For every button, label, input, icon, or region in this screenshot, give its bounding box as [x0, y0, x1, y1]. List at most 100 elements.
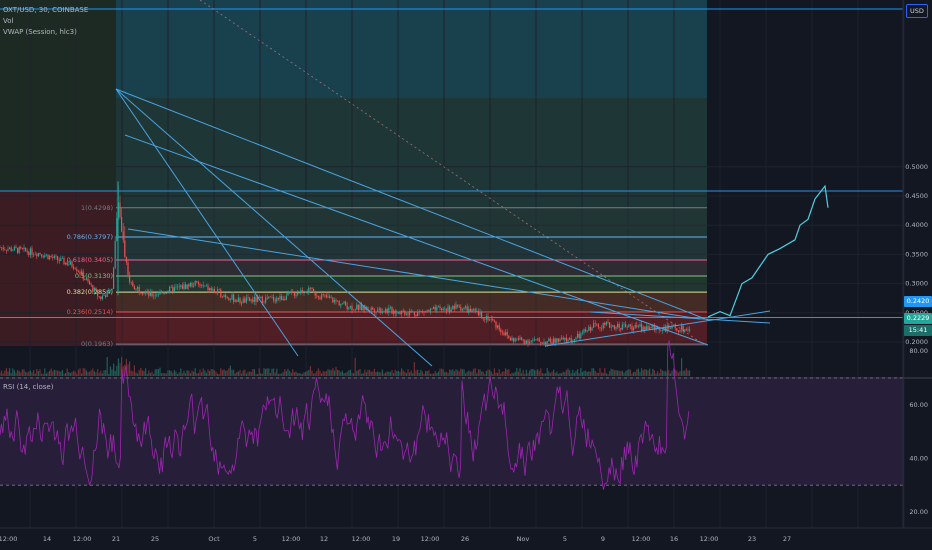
candle-body — [162, 292, 164, 294]
time-tick-label: 25 — [151, 535, 159, 543]
candle-body — [25, 247, 27, 251]
candle-body — [37, 253, 39, 257]
volume-bar — [373, 368, 375, 376]
candle-body — [68, 264, 70, 266]
candle-body — [617, 323, 619, 327]
candle-body — [233, 294, 235, 302]
volume-bar — [653, 370, 655, 376]
candle-body — [21, 248, 23, 249]
candle-body — [380, 308, 382, 313]
candle-body — [450, 309, 452, 312]
candle-body — [597, 324, 599, 328]
volume-bar — [537, 369, 539, 376]
candle-body — [433, 307, 435, 309]
volume-bar — [580, 368, 582, 376]
volume-bar — [41, 373, 43, 376]
candle-body — [681, 325, 683, 331]
candle-body — [420, 311, 422, 312]
vwap-indicator-label[interactable]: VWAP (Session, hlc3) — [3, 28, 77, 36]
volume-bar — [69, 373, 71, 376]
candle-body — [177, 286, 179, 288]
volume-bar — [386, 371, 388, 376]
volume-bar — [130, 370, 132, 376]
volume-bar — [322, 371, 324, 376]
candle-body — [541, 343, 543, 344]
currency-button[interactable]: USD — [906, 4, 928, 18]
volume-bar — [92, 368, 94, 376]
candle-body — [116, 218, 118, 241]
candle-body — [207, 285, 209, 291]
volume-bar — [0, 372, 1, 376]
time-tick-label: 19 — [392, 535, 400, 543]
candle-body — [223, 294, 225, 298]
volume-bar — [268, 368, 270, 376]
candle-body — [122, 231, 124, 241]
candle-body — [5, 249, 7, 251]
time-tick-label: 21 — [112, 535, 120, 543]
volume-bar — [20, 372, 22, 376]
volume-bar — [21, 369, 23, 376]
trendline — [115, 88, 433, 367]
volume-bar — [393, 373, 395, 376]
candle-body — [535, 339, 537, 340]
rsi-indicator-label[interactable]: RSI (14, close) — [3, 383, 54, 391]
candle-body — [626, 326, 628, 328]
candle-body — [671, 325, 673, 329]
candle-body — [591, 327, 593, 331]
volume-bar — [343, 373, 345, 376]
volume-bar — [633, 372, 635, 376]
candle-body — [332, 297, 334, 303]
candle-body — [49, 256, 51, 260]
volume-bar — [236, 372, 238, 376]
volume-bar — [295, 371, 297, 376]
volume-bar — [31, 372, 33, 376]
candle-body — [324, 294, 326, 296]
volume-bar — [676, 370, 678, 376]
candle-body — [167, 291, 169, 294]
candle-body — [300, 290, 302, 294]
symbol-title[interactable]: OXT/USD, 30, COINBASE — [3, 6, 89, 14]
candle-body — [489, 319, 491, 321]
volume-bar — [101, 373, 103, 376]
candle-body — [383, 311, 385, 313]
candle-body — [0, 247, 1, 248]
volume-bar — [657, 371, 659, 376]
volume-bar — [554, 373, 556, 376]
volume-bar — [359, 368, 361, 376]
volume-bar — [340, 372, 342, 376]
volume-bar — [145, 368, 147, 376]
volume-bar — [113, 363, 115, 376]
vol-indicator-label[interactable]: Vol — [3, 17, 14, 25]
candle-body — [674, 325, 676, 329]
volume-bar — [385, 372, 387, 376]
volume-bar — [57, 370, 59, 376]
volume-bar — [306, 370, 308, 376]
volume-bar — [677, 372, 679, 376]
trendlines[interactable] — [115, 0, 829, 367]
candle-body — [428, 310, 430, 312]
volume-bar — [106, 357, 108, 376]
candle-body — [479, 311, 481, 316]
rsi-tick-label: 20.00 — [909, 508, 928, 516]
volume-bar — [23, 369, 25, 376]
volume-bar — [285, 371, 287, 376]
candle-body — [178, 286, 180, 288]
candle-body — [348, 308, 350, 310]
fib-level-label: 1(0.4298) — [81, 204, 113, 212]
volume-bar — [52, 371, 54, 376]
volume-bar — [300, 373, 302, 376]
volume-bar — [284, 369, 286, 376]
trendline — [127, 228, 701, 320]
candle-body — [666, 325, 668, 332]
candle-body — [317, 296, 319, 298]
candle-body — [204, 285, 206, 287]
volume-bar — [370, 371, 372, 376]
candle-body — [95, 288, 97, 291]
volume-bar — [316, 371, 318, 376]
candle-body — [594, 323, 596, 324]
volume-bar — [157, 368, 159, 376]
volume-bar — [497, 372, 499, 376]
volume-bar — [420, 369, 422, 376]
volume-bar — [577, 369, 579, 376]
